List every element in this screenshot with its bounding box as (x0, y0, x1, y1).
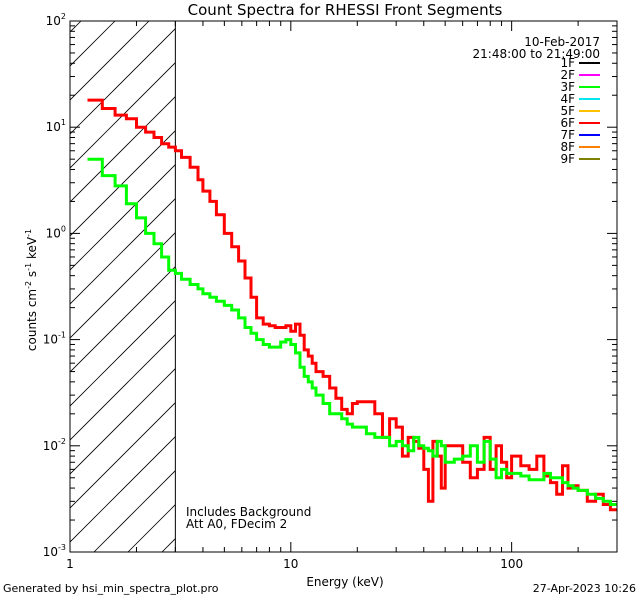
x-axis-label: Energy (keV) (306, 575, 383, 589)
generated-by-text: Generated by hsi_min_spectra_plot.pro (3, 582, 219, 595)
hatch-line (70, 96, 176, 203)
hatch-line (70, 334, 176, 441)
hatch-line (70, 266, 176, 373)
y-tick-label: 101 (46, 118, 66, 134)
y-label-counts: counts cm (25, 289, 39, 351)
y-tick-base: 10 (43, 439, 58, 453)
legend-label-8F: 8F (560, 140, 575, 154)
date-label: 10-Feb-2017 (524, 35, 600, 49)
x-tick-label: 1 (66, 557, 74, 571)
y-axis-label: counts cm-2 s-1 keV-1 (24, 229, 39, 351)
hatch-line (570, 21, 640, 552)
hatch-line (70, 232, 176, 339)
legend-label-1F: 1F (560, 56, 575, 70)
hatch-line (230, 21, 640, 552)
legend-label-3F: 3F (560, 80, 575, 94)
y-tick-label: 10-3 (43, 543, 66, 559)
y-tick-exponent: -2 (58, 437, 66, 446)
legend-label-5F: 5F (560, 104, 575, 118)
y-tick-exponent: 0 (61, 224, 66, 233)
y-tick-exponent: 2 (61, 12, 66, 21)
y-tick-exponent: -1 (58, 331, 66, 340)
legend-label-4F: 4F (560, 92, 575, 106)
hatch-line (70, 368, 176, 475)
hatch-line (70, 28, 176, 135)
legend-label-9F: 9F (560, 152, 575, 166)
background-note: Includes Background (186, 505, 311, 519)
y-label-exp-s: -1 (24, 263, 33, 271)
hatch-line (332, 21, 640, 552)
attenuator-note: Att A0, FDecim 2 (186, 517, 287, 531)
y-label-exp-cm: -2 (24, 281, 33, 289)
x-tick-label: 10 (283, 557, 298, 571)
y-tick-base: 10 (43, 545, 58, 559)
legend-label-2F: 2F (560, 68, 575, 82)
legend-label-6F: 6F (560, 116, 575, 130)
y-tick-exponent: -3 (58, 543, 66, 552)
hatch-line (264, 21, 640, 552)
legend-label-7F: 7F (560, 128, 575, 142)
y-label-s: s (25, 271, 39, 281)
generated-timestamp: 27-Apr-2023 10:26 (532, 582, 636, 595)
hatch-line (70, 402, 176, 509)
hatch-line (70, 300, 176, 407)
x-tick-label: 100 (500, 557, 523, 571)
hatch-line (70, 21, 82, 33)
y-tick-exponent: 1 (61, 118, 66, 127)
y-tick-label: 10-1 (43, 331, 66, 347)
hatch-line (468, 21, 640, 552)
hatch-line (0, 21, 13, 552)
y-tick-base: 10 (46, 120, 61, 134)
hatch-line (70, 198, 176, 305)
y-tick-label: 100 (46, 224, 66, 240)
y-tick-base: 10 (46, 226, 61, 240)
hatch-line (70, 164, 176, 271)
y-tick-label: 102 (46, 12, 66, 28)
series-lines (87, 98, 617, 512)
y-tick-base: 10 (43, 333, 58, 347)
hatch-line (70, 436, 176, 543)
hatch-line (70, 62, 176, 169)
series-6F (87, 98, 617, 512)
y-label-exp-kev: -1 (24, 229, 33, 237)
chart-title: Count Spectra for RHESSI Front Segments (188, 1, 503, 19)
series-3F (87, 157, 617, 506)
plot-frame (69, 20, 618, 553)
background-hatch-region (0, 21, 640, 552)
hatch-line (70, 130, 176, 237)
hatch-line (70, 21, 150, 101)
y-tick-label: 10-2 (43, 437, 66, 453)
y-label-kev: keV (25, 236, 39, 263)
hatch-line (434, 21, 640, 552)
time-range-label: 21:48:00 to 21:49:00 (473, 47, 600, 61)
hatch-line (604, 21, 640, 552)
y-tick-base: 10 (46, 14, 61, 28)
